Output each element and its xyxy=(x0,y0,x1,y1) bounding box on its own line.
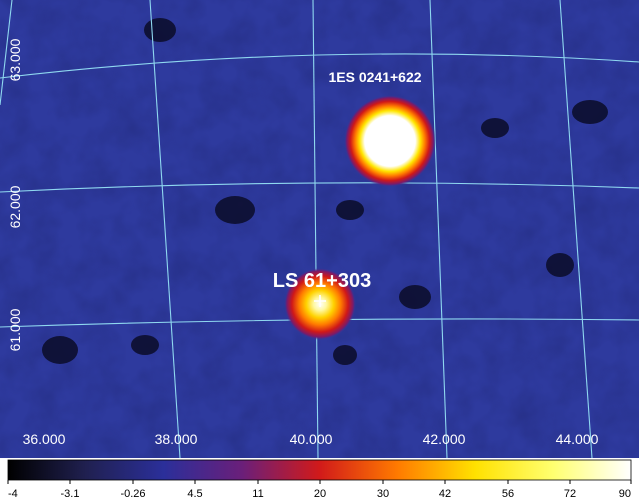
colorbar-tick-label: 30 xyxy=(377,488,389,500)
ra-tick-labels: 36.000 38.000 40.000 42.000 44.000 xyxy=(23,431,599,447)
colorbar-tick-label: -0.26 xyxy=(120,488,145,500)
sky-noise xyxy=(0,0,639,458)
colorbar-tick-label: 72 xyxy=(564,488,576,500)
colorbar-strip xyxy=(7,459,632,481)
dec-tick-label: 61.000 xyxy=(7,308,23,351)
colorbar-tick-label: -4 xyxy=(8,488,18,500)
colorbar-tick-label: 56 xyxy=(502,488,514,500)
source-label-ls: LS 61+303 xyxy=(273,270,371,292)
colorbar-tick-label: 90 xyxy=(619,488,631,500)
colorbar-tick-label: 4.5 xyxy=(187,488,202,500)
colorbar-tick-label: -3.1 xyxy=(61,488,80,500)
ra-tick-label: 40.000 xyxy=(290,431,333,447)
colorbar-ticks: -4 -3.1 -0.26 4.5 11 20 30 42 56 72 90 xyxy=(7,480,632,500)
colorbar-tick-label: 42 xyxy=(439,488,451,500)
sky-map: 1ES 0241+622 LS 61+303 36.000 38.000 40.… xyxy=(0,0,639,458)
ra-tick-label: 36.000 xyxy=(23,431,66,447)
dec-tick-labels: 63.000 62.000 61.000 xyxy=(7,38,23,351)
colorbar-svg: -4 -3.1 -0.26 4.5 11 20 30 42 56 72 90 xyxy=(7,459,632,500)
ra-tick-label: 42.000 xyxy=(423,431,466,447)
dec-tick-label: 62.000 xyxy=(7,185,23,228)
colorbar-tick-label: 20 xyxy=(314,488,326,500)
source-label-1es: 1ES 0241+622 xyxy=(328,69,421,85)
ra-tick-label: 38.000 xyxy=(155,431,198,447)
dec-tick-label: 63.000 xyxy=(7,38,23,81)
colorbar: -4 -3.1 -0.26 4.5 11 20 30 42 56 72 90 xyxy=(0,458,639,501)
source-marker-ls xyxy=(314,295,326,307)
colorbar-tick-label: 11 xyxy=(252,488,263,500)
ra-tick-label: 44.000 xyxy=(556,431,599,447)
coordinate-grid xyxy=(0,0,639,458)
source-glow-1es xyxy=(344,95,436,187)
